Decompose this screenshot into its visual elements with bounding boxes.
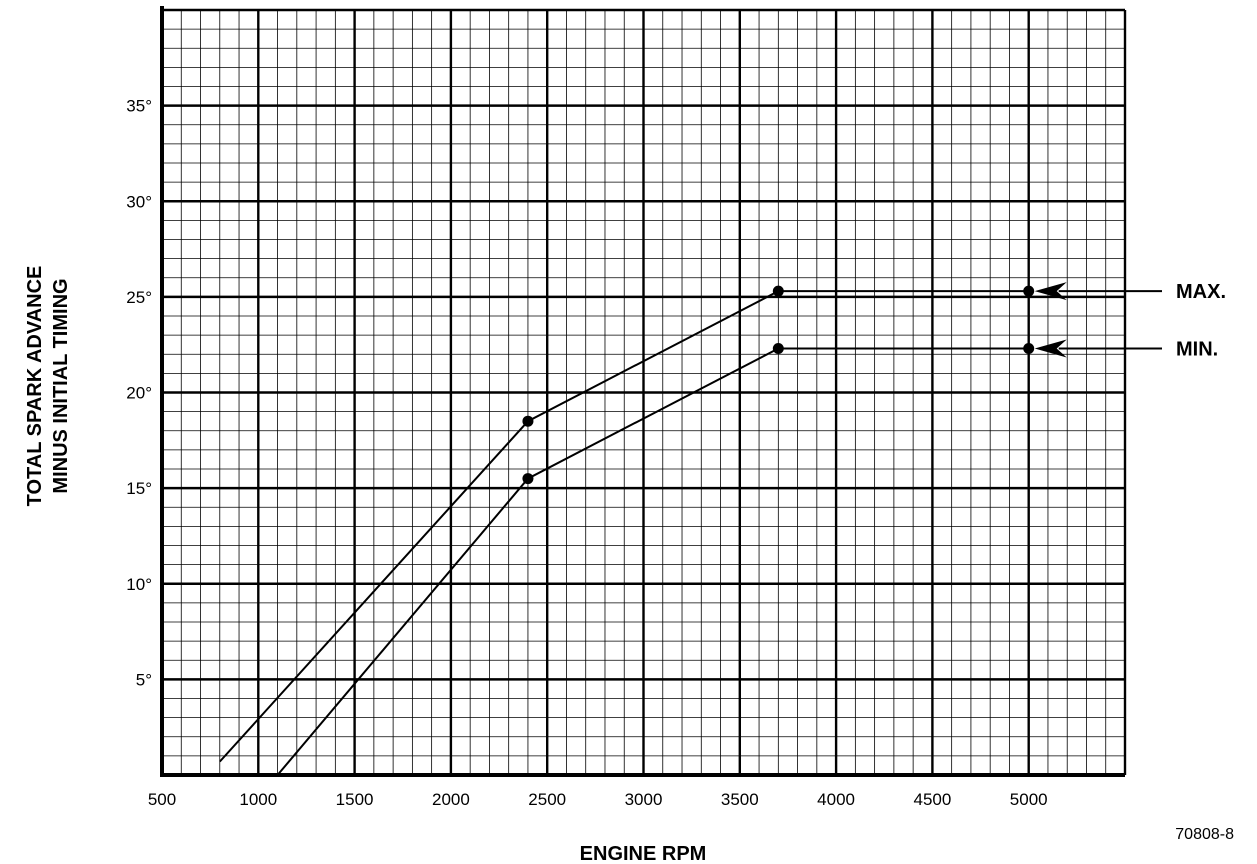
y-tick-label: 35° [126,97,152,116]
x-tick-label: 4000 [817,790,855,809]
y-tick-label: 20° [126,384,152,403]
x-axis-title: ENGINE RPM [580,843,707,864]
tick-labels: 500 1000 1500 2000 2500 3000 3500 4000 4500 5000 5… [126,97,1047,809]
y-tick-label: 25° [126,288,152,307]
x-tick-label: 5000 [1010,790,1048,809]
data-point-max [522,415,534,427]
figure-id: 70808-8 [1175,826,1234,843]
x-tick-label: 2500 [528,790,566,809]
x-tick-label: 3000 [625,790,663,809]
y-tick-label: 15° [126,479,152,498]
grid [160,6,1127,777]
series-line-max [219,290,1029,763]
y-axis-title: TOTAL SPARK ADVANCE MINUS INITIAL TIMING [24,266,72,507]
x-tick-label: 1000 [239,790,277,809]
y-axis-title-line-1: TOTAL SPARK ADVANCE [24,266,46,507]
callout-arrow-min [1034,339,1067,358]
y-tick-label: 10° [126,575,152,594]
y-tick-label: 30° [126,192,152,211]
series-lines [219,285,1035,776]
x-tick-label: 1500 [336,790,374,809]
series-line-min [276,347,1029,776]
data-point-min [772,343,784,355]
data-point-min [522,473,534,485]
x-tick-label: 4500 [913,790,951,809]
x-tick-label: 2000 [432,790,470,809]
y-axis-title-line-2: MINUS INITIAL TIMING [50,278,72,493]
series-label-max: MAX. [1176,281,1226,303]
x-tick-label: 3500 [721,790,759,809]
data-point-min [1023,343,1035,355]
series-labels: MAX. MIN. [1034,281,1226,361]
x-tick-label: 500 [148,790,176,809]
data-point-max [1023,285,1035,297]
series-label-min: MIN. [1176,339,1218,361]
y-tick-label: 5° [136,670,152,689]
callout-arrow-max [1034,282,1067,301]
data-point-max [772,285,784,297]
